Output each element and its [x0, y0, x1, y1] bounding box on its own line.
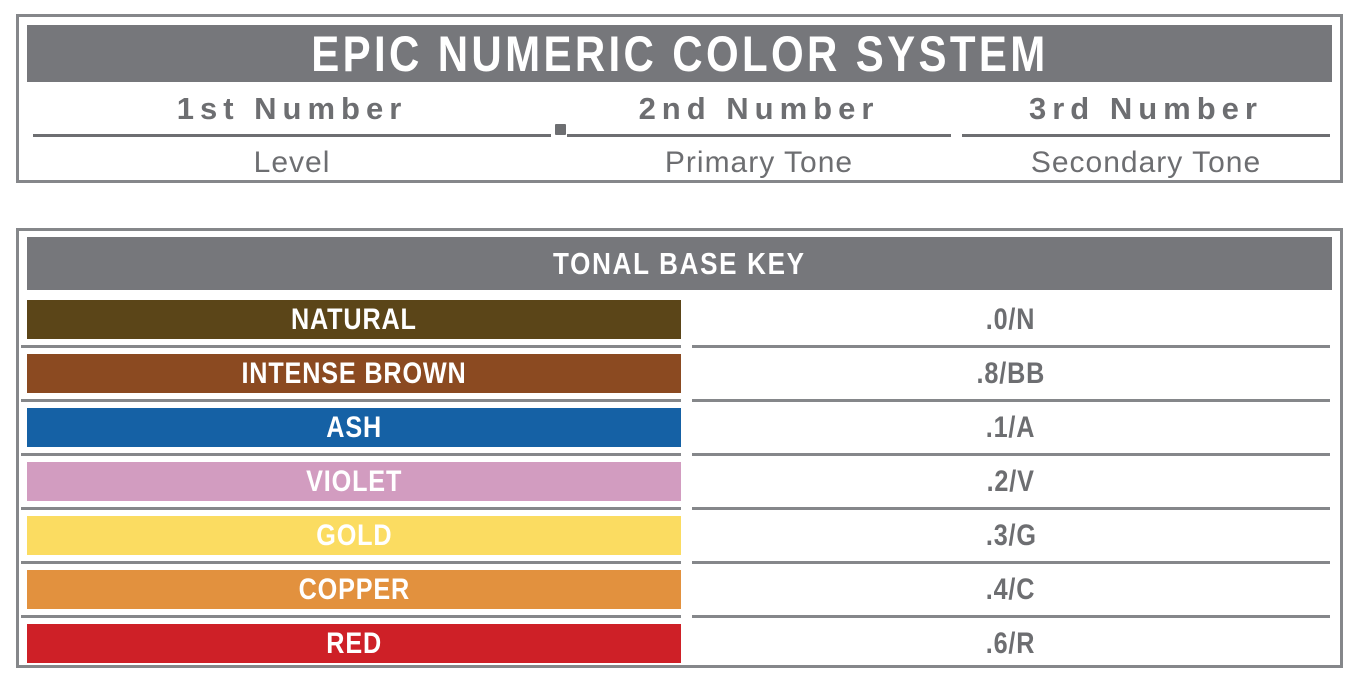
row-separator-left	[21, 507, 681, 510]
tone-code-text: .0/N	[986, 302, 1036, 336]
tonal-key-row: INTENSE BROWN .8/BB	[19, 354, 1340, 393]
third-number-label: 3rd Number	[1029, 91, 1263, 126]
numeric-color-system-panel: EPIC NUMERIC COLOR SYSTEM 1st Number Lev…	[16, 14, 1343, 183]
tone-color-swatch: VIOLET	[27, 462, 681, 501]
tone-code-value: .3/G	[692, 516, 1330, 555]
row-separator-left	[21, 453, 681, 456]
first-number-underline	[33, 134, 551, 137]
tonal-key-row: VIOLET .2/V	[19, 462, 1340, 501]
secondary-tone-label: Secondary Tone	[1030, 146, 1262, 179]
row-separator-left	[21, 615, 681, 618]
tone-color-swatch: COPPER	[27, 570, 681, 609]
second-number-underline	[567, 134, 951, 137]
tone-name: ASH	[326, 410, 382, 444]
decimal-point-dot	[555, 124, 566, 135]
tonal-key-row: NATURAL .0/N	[19, 300, 1340, 339]
tone-name: VIOLET	[305, 464, 403, 498]
row-separator-right	[692, 561, 1330, 564]
tone-code-value: .1/A	[692, 408, 1330, 447]
tone-name: GOLD	[315, 518, 393, 552]
tone-color-swatch: NATURAL	[27, 300, 681, 339]
tone-color-swatch: RED	[27, 624, 681, 663]
tone-color-swatch: GOLD	[27, 516, 681, 555]
tone-name: NATURAL	[291, 302, 417, 336]
tone-code-value: .4/C	[692, 570, 1330, 609]
tone-code-value: .8/BB	[692, 354, 1330, 393]
column-third-number: 3rd Number Secondary Tone	[962, 89, 1330, 180]
row-separator-right	[692, 615, 1330, 618]
level-label: Level	[253, 146, 331, 179]
tone-code-text: .2/V	[986, 464, 1036, 498]
tone-code-text: .4/C	[986, 572, 1036, 606]
first-number-label: 1st Number	[176, 91, 408, 126]
row-separator-right	[692, 507, 1330, 510]
tone-code-text: .8/BB	[976, 356, 1046, 390]
third-number-underline	[962, 134, 1330, 137]
row-separator-right	[692, 453, 1330, 456]
second-number-label: 2nd Number	[638, 91, 880, 126]
row-separator-right	[692, 399, 1330, 402]
tone-code-text: .1/A	[986, 410, 1036, 444]
tonal-key-row: ASH .1/A	[19, 408, 1340, 447]
tonal-key-title: TONAL BASE KEY	[553, 245, 806, 281]
column-first-number: 1st Number Level	[33, 89, 551, 180]
tone-code-value: .2/V	[692, 462, 1330, 501]
tone-color-swatch: INTENSE BROWN	[27, 354, 681, 393]
tone-name: RED	[326, 626, 382, 660]
tonal-key-row: RED .6/R	[19, 624, 1340, 663]
tone-color-swatch: ASH	[27, 408, 681, 447]
row-separator-right	[692, 345, 1330, 348]
tone-code-text: .3/G	[985, 518, 1037, 552]
primary-tone-label: Primary Tone	[664, 146, 854, 179]
page-title: EPIC NUMERIC COLOR SYSTEM	[310, 25, 1049, 82]
tone-name: COPPER	[298, 572, 410, 606]
tonal-key-row: COPPER .4/C	[19, 570, 1340, 609]
tonal-key-row: GOLD .3/G	[19, 516, 1340, 555]
row-separator-left	[21, 345, 681, 348]
tonal-key-header: TONAL BASE KEY	[27, 237, 1332, 290]
row-separator-left	[21, 561, 681, 564]
tone-code-value: .0/N	[692, 300, 1330, 339]
panel-header: EPIC NUMERIC COLOR SYSTEM	[27, 25, 1332, 82]
tone-name: INTENSE BROWN	[241, 356, 467, 390]
tone-code-value: .6/R	[692, 624, 1330, 663]
row-separator-left	[21, 399, 681, 402]
column-second-number: 2nd Number Primary Tone	[567, 89, 951, 180]
tonal-base-key-panel: TONAL BASE KEY NATURAL .0/N INTENSE BROW…	[16, 228, 1343, 668]
tone-code-text: .6/R	[986, 626, 1036, 660]
